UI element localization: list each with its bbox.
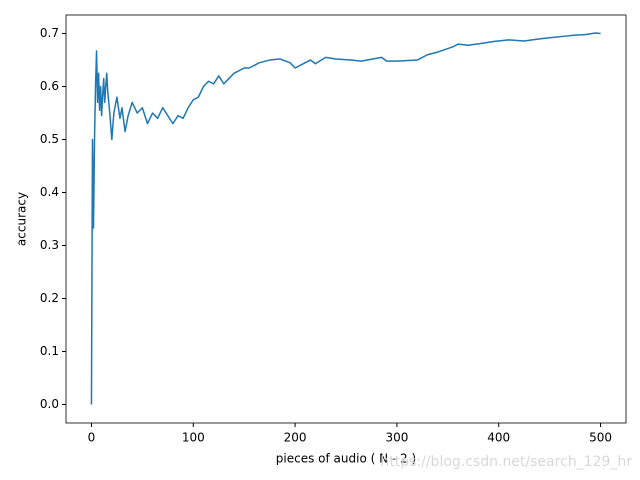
y-tick-label: 0.2 bbox=[40, 291, 59, 305]
x-tick-label: 400 bbox=[487, 431, 510, 445]
plot-frame bbox=[65, 14, 627, 424]
x-axis-label: pieces of audio ( N - 2 ) bbox=[276, 452, 416, 466]
y-tick-label: 0.3 bbox=[40, 238, 59, 252]
y-tick-label: 0.4 bbox=[40, 185, 59, 199]
y-tick-label: 0.1 bbox=[40, 344, 59, 358]
x-tick-label: 300 bbox=[385, 431, 408, 445]
y-axis-label: accuracy bbox=[15, 192, 29, 246]
y-tick-label: 0.6 bbox=[40, 79, 59, 93]
data-line bbox=[90, 32, 601, 405]
watermark: https://blog.csdn.net/search_129_hr bbox=[380, 454, 632, 470]
y-tick-label: 0.7 bbox=[40, 26, 59, 40]
x-tick-label: 500 bbox=[589, 431, 612, 445]
x-tick-label: 0 bbox=[88, 431, 96, 445]
x-tick-label: 200 bbox=[284, 431, 307, 445]
x-tick-label: 100 bbox=[182, 431, 205, 445]
y-tick-label: 0.0 bbox=[40, 397, 59, 411]
y-tick-label: 0.5 bbox=[40, 132, 59, 146]
